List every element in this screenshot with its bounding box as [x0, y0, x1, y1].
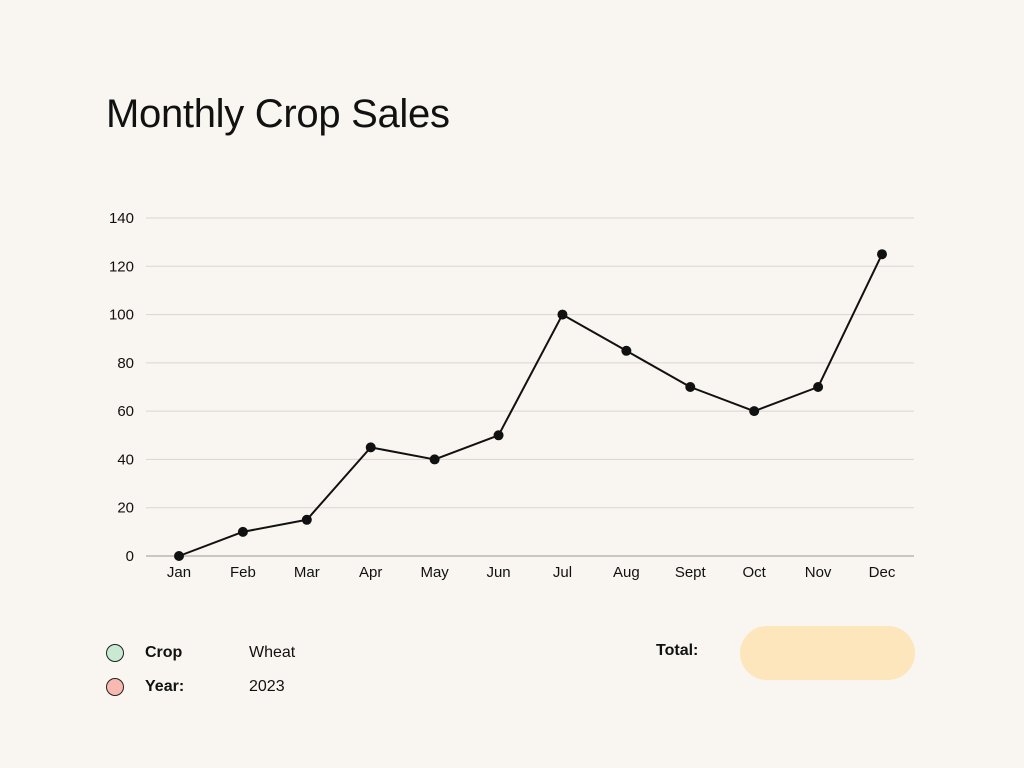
y-tick-label: 100 — [109, 307, 134, 324]
y-axis-ticks: 0 20 40 60 80 100 120 140 — [109, 210, 134, 565]
x-tick-label: Jan — [167, 564, 191, 581]
data-point — [749, 406, 760, 417]
crop-label: Crop — [145, 644, 183, 661]
data-point — [493, 430, 504, 441]
data-point — [813, 382, 824, 392]
x-tick-label: Dec — [869, 564, 896, 581]
x-tick-label: Oct — [743, 564, 767, 581]
series-line — [178, 253, 883, 557]
legend-row-crop: Crop Wheat — [106, 642, 295, 664]
x-tick-label: Jul — [553, 564, 572, 581]
y-tick-label: 60 — [117, 403, 134, 420]
x-tick-label: Aug — [613, 564, 640, 581]
data-point — [621, 345, 632, 356]
x-tick-label: Feb — [230, 564, 256, 581]
data-point — [174, 551, 184, 561]
total-label: Total: — [656, 642, 699, 659]
crop-value: Wheat — [249, 644, 296, 661]
year-label: Year: — [145, 678, 185, 695]
line-chart: 0 20 40 60 80 100 120 140 Jan Feb Mar Apr May Jun Jul… — [109, 210, 914, 581]
x-tick-label: May — [420, 564, 449, 581]
chart-title: Monthly Crop Sales — [106, 92, 450, 136]
x-axis-ticks: Jan Feb Mar Apr May Jun Jul Aug Sept Oct Nov Dec — [167, 564, 896, 581]
total-field — [740, 626, 915, 680]
y-tick-label: 140 — [109, 210, 134, 227]
data-point — [685, 382, 696, 392]
data-point — [429, 454, 440, 465]
x-tick-label: Nov — [805, 564, 832, 581]
data-points — [174, 249, 887, 561]
x-tick-label: Apr — [359, 564, 382, 581]
data-point — [237, 526, 248, 537]
y-tick-label: 120 — [109, 258, 134, 275]
x-tick-label: Mar — [294, 564, 320, 581]
data-point — [365, 442, 376, 453]
year-value: 2023 — [249, 678, 285, 695]
y-tick-label: 40 — [117, 451, 134, 468]
year-dot-icon — [106, 678, 124, 696]
data-point — [557, 309, 568, 320]
grid-lines — [146, 217, 914, 557]
y-tick-label: 20 — [117, 500, 134, 517]
data-point — [301, 514, 312, 525]
x-tick-label: Sept — [675, 564, 707, 581]
series-line-path — [178, 253, 883, 557]
crop-dot-icon — [106, 644, 124, 662]
legend-row-year: Year: 2023 — [106, 676, 285, 698]
x-tick-label: Jun — [486, 564, 510, 581]
data-point — [877, 249, 887, 260]
legend: Crop Wheat Year: 2023 Total: — [106, 626, 916, 720]
y-tick-label: 80 — [117, 355, 134, 372]
y-tick-label: 0 — [126, 548, 134, 565]
